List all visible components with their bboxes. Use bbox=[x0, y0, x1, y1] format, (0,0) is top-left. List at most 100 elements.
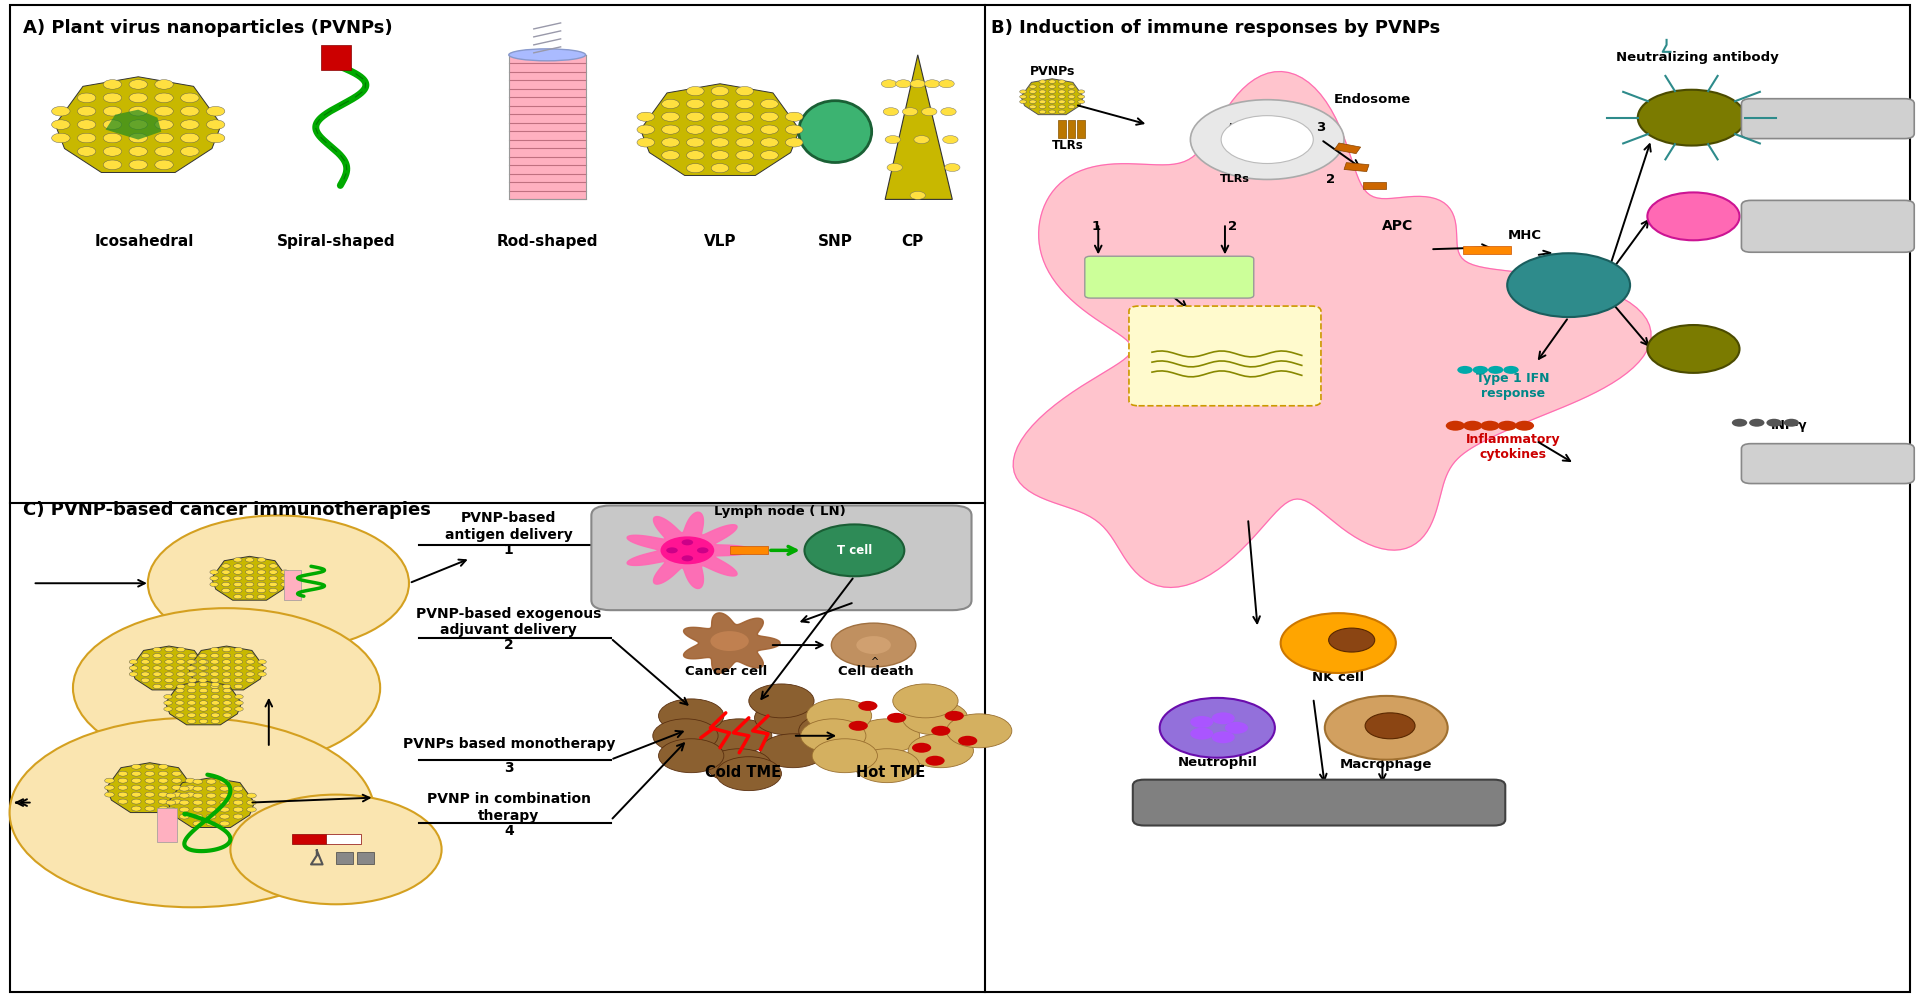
Circle shape bbox=[1029, 85, 1037, 89]
Circle shape bbox=[140, 653, 150, 658]
Circle shape bbox=[749, 684, 814, 718]
Circle shape bbox=[198, 653, 207, 658]
Circle shape bbox=[171, 792, 180, 798]
Circle shape bbox=[77, 93, 96, 103]
Circle shape bbox=[165, 666, 173, 670]
Circle shape bbox=[171, 786, 180, 790]
Circle shape bbox=[165, 808, 177, 812]
Text: PVNP-based exogenous
adjuvant delivery: PVNP-based exogenous adjuvant delivery bbox=[417, 607, 601, 637]
Circle shape bbox=[200, 682, 207, 687]
Circle shape bbox=[257, 666, 267, 670]
Circle shape bbox=[129, 93, 148, 103]
Circle shape bbox=[119, 786, 127, 790]
Circle shape bbox=[104, 134, 121, 143]
Circle shape bbox=[211, 647, 219, 652]
Circle shape bbox=[171, 772, 180, 776]
Circle shape bbox=[1039, 95, 1046, 99]
Text: Inflammatory
cytokines: Inflammatory cytokines bbox=[1465, 433, 1561, 461]
Circle shape bbox=[234, 672, 242, 676]
Circle shape bbox=[257, 672, 267, 676]
Circle shape bbox=[221, 582, 230, 586]
Circle shape bbox=[1048, 110, 1056, 114]
Circle shape bbox=[156, 161, 173, 169]
Circle shape bbox=[188, 713, 196, 718]
Circle shape bbox=[908, 734, 973, 768]
Circle shape bbox=[1160, 698, 1275, 758]
Text: T cell: T cell bbox=[837, 543, 872, 557]
Ellipse shape bbox=[799, 101, 872, 163]
Circle shape bbox=[697, 547, 708, 553]
Circle shape bbox=[129, 161, 148, 169]
Circle shape bbox=[179, 786, 188, 792]
Circle shape bbox=[104, 93, 121, 103]
Text: MHC: MHC bbox=[1507, 228, 1542, 242]
Circle shape bbox=[200, 688, 207, 693]
Circle shape bbox=[1020, 100, 1027, 104]
FancyBboxPatch shape bbox=[1129, 306, 1321, 406]
Circle shape bbox=[1281, 613, 1396, 673]
Circle shape bbox=[157, 778, 169, 784]
Circle shape bbox=[104, 792, 115, 798]
Circle shape bbox=[188, 707, 196, 711]
Circle shape bbox=[887, 164, 902, 171]
Circle shape bbox=[211, 672, 219, 676]
Circle shape bbox=[234, 563, 242, 568]
Circle shape bbox=[192, 808, 204, 812]
Circle shape bbox=[156, 80, 173, 89]
Circle shape bbox=[221, 588, 230, 593]
Circle shape bbox=[922, 108, 937, 116]
Circle shape bbox=[637, 138, 655, 147]
FancyBboxPatch shape bbox=[591, 505, 972, 610]
Circle shape bbox=[192, 780, 204, 784]
Circle shape bbox=[180, 93, 200, 103]
Circle shape bbox=[104, 161, 121, 169]
Circle shape bbox=[232, 800, 242, 806]
Circle shape bbox=[257, 570, 265, 574]
Circle shape bbox=[223, 678, 230, 683]
Circle shape bbox=[211, 660, 219, 664]
Circle shape bbox=[910, 80, 925, 88]
Circle shape bbox=[246, 800, 257, 806]
Circle shape bbox=[682, 539, 693, 545]
Circle shape bbox=[910, 191, 925, 199]
Circle shape bbox=[637, 125, 655, 135]
Circle shape bbox=[156, 120, 173, 130]
Polygon shape bbox=[188, 646, 265, 690]
Polygon shape bbox=[684, 613, 780, 673]
Text: 2: 2 bbox=[1327, 172, 1334, 186]
Text: A) Plant virus nanoparticles (PVNPs): A) Plant virus nanoparticles (PVNPs) bbox=[23, 19, 394, 37]
Circle shape bbox=[801, 719, 866, 753]
Circle shape bbox=[223, 688, 232, 693]
Circle shape bbox=[129, 120, 148, 130]
Circle shape bbox=[157, 772, 169, 776]
Text: Macrophage: Macrophage bbox=[1340, 758, 1432, 772]
Circle shape bbox=[1212, 732, 1235, 744]
Circle shape bbox=[177, 666, 184, 670]
Circle shape bbox=[129, 147, 148, 157]
Circle shape bbox=[154, 672, 161, 676]
Circle shape bbox=[914, 136, 929, 144]
Circle shape bbox=[211, 713, 219, 718]
Text: Immune cell
presentation: Immune cell presentation bbox=[1784, 212, 1872, 240]
Circle shape bbox=[192, 794, 204, 798]
Circle shape bbox=[223, 666, 230, 670]
Circle shape bbox=[1048, 80, 1056, 84]
Circle shape bbox=[246, 794, 257, 798]
Circle shape bbox=[257, 563, 265, 568]
Circle shape bbox=[1365, 713, 1415, 739]
Circle shape bbox=[184, 786, 196, 790]
Circle shape bbox=[234, 557, 242, 562]
Circle shape bbox=[131, 764, 142, 770]
Circle shape bbox=[154, 684, 161, 689]
Circle shape bbox=[205, 794, 215, 798]
Circle shape bbox=[1058, 100, 1066, 104]
Circle shape bbox=[1048, 95, 1056, 99]
Circle shape bbox=[1463, 421, 1482, 431]
Text: T h 1
cell: T h 1 cell bbox=[1678, 338, 1709, 360]
Circle shape bbox=[179, 794, 188, 798]
Text: PVNPs: PVNPs bbox=[1029, 65, 1075, 79]
Text: Cellular response: Cellular response bbox=[1766, 457, 1889, 471]
Text: TLRs: TLRs bbox=[1052, 139, 1083, 153]
Circle shape bbox=[219, 822, 230, 826]
Circle shape bbox=[188, 701, 196, 705]
